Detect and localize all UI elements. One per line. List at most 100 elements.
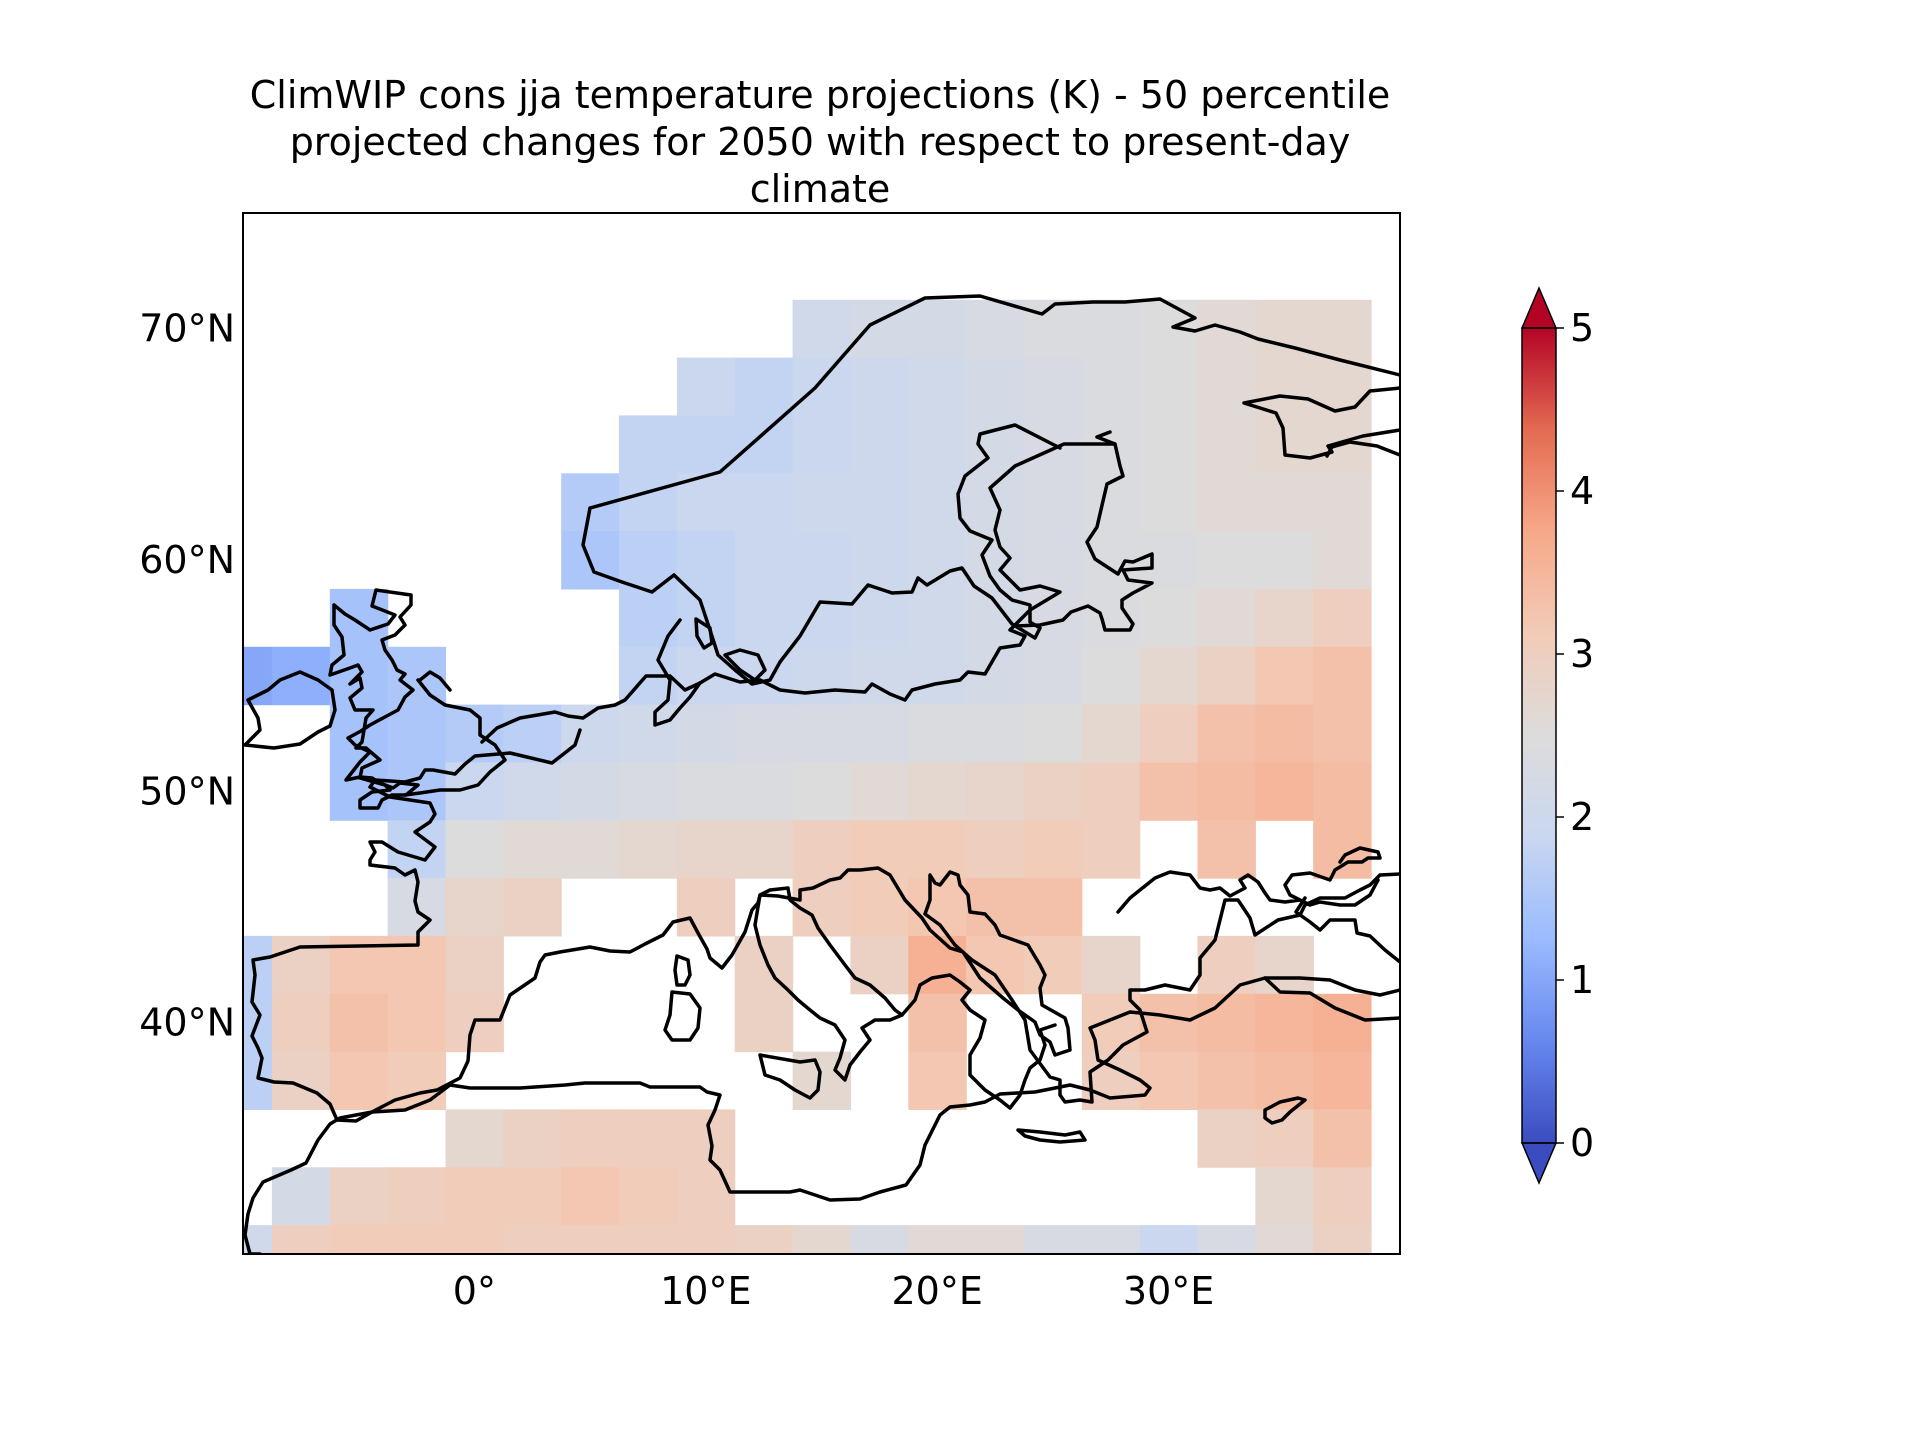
grid-cell [676, 531, 736, 590]
grid-cell [1197, 588, 1256, 648]
grid-cell [619, 820, 678, 879]
coastline-baltic-shore [480, 442, 1117, 744]
grid-cell [1024, 1225, 1083, 1254]
grid-cell [271, 993, 331, 1053]
title-line-3: climate [749, 167, 891, 211]
grid-cell [734, 704, 794, 763]
grid-cell [1255, 1225, 1314, 1254]
grid-cell [1255, 473, 1314, 532]
grid-cell [908, 299, 967, 359]
grid-cell [734, 1225, 794, 1254]
longitude-tick-label: 10°E [660, 1269, 751, 1313]
grid-cell [1197, 762, 1256, 821]
grid-cell [445, 1109, 504, 1168]
grid-cell [850, 588, 909, 648]
coastline-jutland [653, 618, 702, 727]
title-line-2: projected changes for 2050 with respect … [289, 120, 1351, 164]
grid-cell [850, 415, 909, 474]
grid-cell [329, 1051, 389, 1110]
coastline-levant [1263, 1096, 1307, 1125]
coastline-black-sea [1116, 846, 1382, 914]
grid-cell [908, 704, 967, 763]
map-frame [242, 212, 1401, 1255]
grid-cell [445, 935, 504, 995]
grid-cell [503, 820, 562, 879]
grid-cell [792, 415, 852, 474]
grid-cell [619, 1109, 678, 1168]
grid-cell [1197, 1051, 1256, 1110]
grid-cell [966, 1225, 1025, 1254]
grid-cell [908, 762, 967, 821]
grid-cell [387, 993, 447, 1053]
grid-cell [1024, 357, 1083, 416]
coastline-balkans [900, 973, 1057, 1110]
colorbar: 0 1 2 3 4 5 [1520, 286, 1594, 1185]
grid-cell [1255, 935, 1314, 995]
grid-cell [503, 1225, 562, 1254]
grid-cell [1081, 646, 1141, 706]
grid-cell [1081, 935, 1141, 995]
temperature-grid [243, 299, 1372, 1254]
grid-cell [1139, 531, 1199, 590]
grid-cell [1197, 473, 1256, 532]
grid-cell [387, 704, 447, 763]
grid-cell [734, 415, 794, 474]
colorbar-tick-label: 1 [1570, 958, 1594, 1002]
grid-cell [676, 1225, 736, 1254]
coastline-europe-west [250, 728, 1400, 1123]
grid-cell [1197, 646, 1256, 706]
grid-cell [1081, 588, 1141, 648]
grid-cell [1024, 299, 1083, 359]
grid-cell [1139, 704, 1199, 763]
grid-cell [908, 415, 967, 474]
grid-cell [1024, 704, 1083, 763]
grid-cell [1255, 357, 1314, 416]
grid-cell [966, 935, 1025, 995]
grid-cell [908, 646, 967, 706]
latitude-tick-label: 60°N [139, 538, 235, 582]
grid-cell [1081, 704, 1141, 763]
grid-cell [1139, 646, 1199, 706]
grid-cell [619, 415, 678, 474]
latitude-tick-labels: 70°N 60°N 50°N 40°N [139, 307, 235, 1045]
grid-cell [1255, 299, 1314, 359]
grid-cell [1081, 357, 1141, 416]
grid-cell [1081, 820, 1141, 879]
grid-cell [619, 762, 678, 821]
grid-cell [734, 820, 794, 879]
grid-cell [1313, 1167, 1372, 1226]
grid-cell [1024, 646, 1083, 706]
longitude-tick-label: 20°E [892, 1269, 983, 1313]
grid-cell [503, 1167, 562, 1226]
colorbar-extend-min [1520, 1142, 1558, 1185]
grid-cell [850, 762, 909, 821]
grid-cell [850, 704, 909, 763]
colorbar-tick-labels: 0 1 2 3 4 5 [1556, 306, 1594, 1165]
grid-cell [271, 935, 331, 995]
grid-cell [1255, 531, 1314, 590]
grid-cell [271, 646, 331, 706]
grid-cell [1197, 357, 1256, 416]
grid-cell [1024, 878, 1083, 937]
grid-cell [1139, 473, 1199, 532]
coastline-ireland [243, 670, 337, 750]
grid-cell [1255, 762, 1314, 821]
grid-cell [966, 762, 1025, 821]
grid-cell [1197, 820, 1256, 879]
grid-cell [329, 1225, 389, 1254]
grid-cell [1139, 357, 1199, 416]
grid-cell [619, 1167, 678, 1226]
colorbar-tick-label: 0 [1570, 1121, 1594, 1165]
grid-cell [1313, 1109, 1372, 1168]
grid-cell [1313, 993, 1372, 1053]
grid-cell [387, 1225, 447, 1254]
grid-cell [1197, 1225, 1256, 1254]
grid-cell [1313, 299, 1372, 359]
grid-cell [966, 820, 1025, 879]
grid-cell [792, 878, 852, 937]
grid-cell [1313, 531, 1372, 590]
grid-cell [734, 531, 794, 590]
grid-cell [1255, 704, 1314, 763]
grid-cell [1313, 1225, 1372, 1254]
grid-cell [676, 878, 736, 937]
